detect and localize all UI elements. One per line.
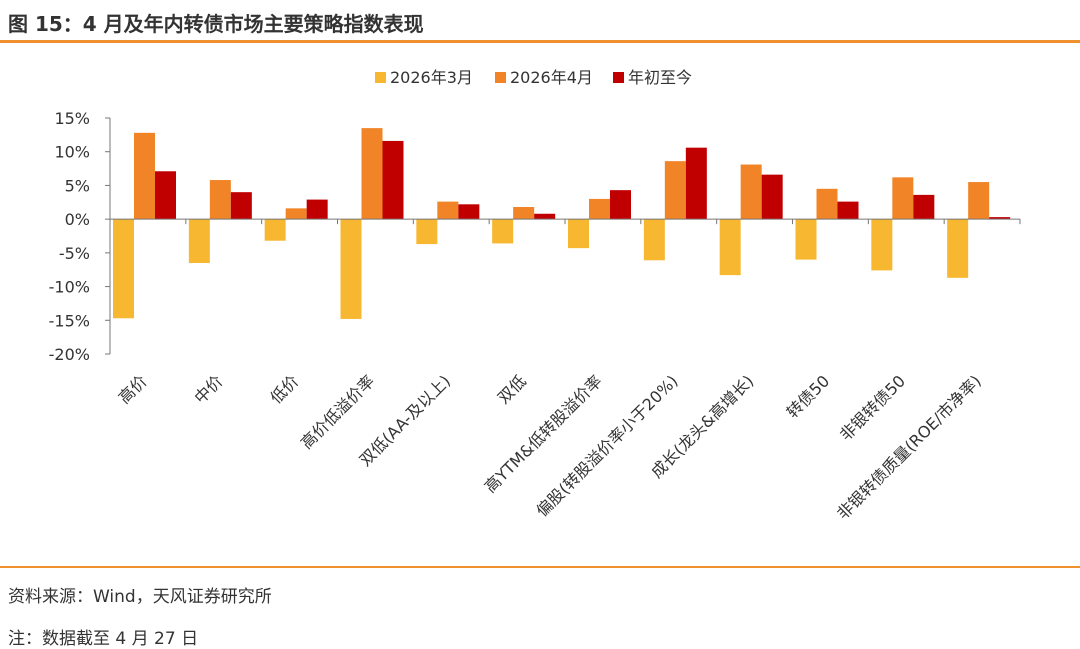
y-tick-label: 15% xyxy=(54,109,90,128)
x-tick-label-12: 非银转债质量(ROE/市净率) xyxy=(833,371,985,523)
y-tick-label: 0% xyxy=(65,210,90,229)
bar-2-11 xyxy=(892,177,914,220)
bar-1-5 xyxy=(416,219,438,245)
legend: 2026年3月 2026年4月 年初至今 xyxy=(375,68,692,87)
bar-2-6 xyxy=(513,207,535,220)
bar-2-5 xyxy=(437,201,459,220)
bar-3-5 xyxy=(458,204,480,220)
x-tick-label-2: 中价 xyxy=(191,371,227,407)
y-tick-label: 10% xyxy=(54,143,90,162)
bar-3-11 xyxy=(913,194,935,220)
bar-3-10 xyxy=(837,201,859,220)
legend-label-2: 2026年4月 xyxy=(510,68,593,87)
bar-2-4 xyxy=(361,128,383,220)
legend-swatch-2 xyxy=(495,72,506,83)
bar-3-4 xyxy=(382,140,404,220)
bar-3-1 xyxy=(155,171,176,220)
bar-3-6 xyxy=(534,213,556,220)
y-tick-label: -20% xyxy=(49,345,90,364)
bar-2-2 xyxy=(209,180,231,220)
legend-swatch-3 xyxy=(613,72,624,83)
bar-2-10 xyxy=(816,188,838,220)
bar-2-8 xyxy=(664,161,686,220)
bar-1-9 xyxy=(719,219,741,276)
x-tick-label-1: 高价 xyxy=(115,371,151,407)
bar-3-8 xyxy=(685,147,707,220)
x-tick-label-11: 非银转债50 xyxy=(836,371,909,444)
x-tick-label-4: 高价低溢价率 xyxy=(297,371,378,452)
bar-2-3 xyxy=(285,208,307,220)
date-note: 注：数据截至 4 月 27 日 xyxy=(8,629,199,649)
y-tick-label: -15% xyxy=(49,311,90,330)
bar-2-12 xyxy=(968,182,990,220)
bar-1-1 xyxy=(113,219,134,319)
bars xyxy=(113,128,1011,319)
bar-3-2 xyxy=(230,192,252,220)
legend-swatch-1 xyxy=(375,72,386,83)
bar-3-12 xyxy=(989,217,1011,220)
bottom-rule xyxy=(0,566,1080,568)
bar-1-7 xyxy=(568,219,589,249)
bar-2-9 xyxy=(740,164,762,220)
bar-chart: 2026年3月 2026年4月 年初至今 15% 10% 5% 0% -5% -10% -15%… xyxy=(49,68,1021,523)
x-tick-label-6: 双低 xyxy=(494,371,530,407)
bar-1-10 xyxy=(795,219,817,260)
legend-label-3: 年初至今 xyxy=(628,68,692,87)
y-axis: 15% 10% 5% 0% -5% -10% -15% -20% xyxy=(49,109,111,364)
legend-label-1: 2026年3月 xyxy=(390,68,473,87)
x-tick-label-8: 偏股(转股溢价率小于20%) xyxy=(532,371,681,520)
figure-title: 图 15：4 月及年内转债市场主要策略指数表现 xyxy=(8,12,424,36)
x-tick-label-3: 低价 xyxy=(266,371,302,407)
y-tick-label: -5% xyxy=(59,244,90,263)
bar-2-7 xyxy=(589,198,610,220)
bar-1-12 xyxy=(947,219,969,278)
bar-3-9 xyxy=(761,174,783,220)
bar-2-1 xyxy=(134,132,155,220)
bar-1-11 xyxy=(871,219,893,271)
bar-3-3 xyxy=(306,199,328,220)
bar-3-7 xyxy=(610,190,631,220)
top-rule xyxy=(0,40,1080,43)
bar-1-4 xyxy=(340,219,362,319)
y-tick-label: 5% xyxy=(65,176,90,195)
y-tick-label: -10% xyxy=(49,278,90,297)
source-note: 资料来源：Wind，天风证券研究所 xyxy=(8,587,272,607)
bar-1-2 xyxy=(188,219,210,263)
bar-1-8 xyxy=(643,219,665,261)
bar-1-3 xyxy=(264,219,286,241)
x-tick-label-10: 转债50 xyxy=(783,371,833,421)
bar-1-6 xyxy=(492,219,514,244)
